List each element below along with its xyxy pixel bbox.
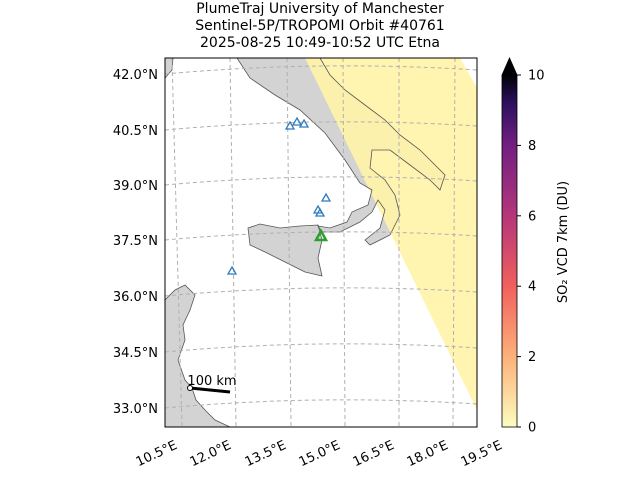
lat-label: 33.0°N — [113, 402, 158, 417]
lon-label: 15.0°E — [297, 438, 343, 470]
map-frame — [164, 57, 478, 428]
colorbar-extend — [501, 57, 518, 76]
colorbar — [501, 74, 518, 428]
lat-label: 37.5°N — [113, 234, 158, 249]
lon-label: 12.0°E — [188, 438, 234, 470]
lat-label: 40.5°N — [113, 124, 158, 139]
lat-label: 39.0°N — [113, 179, 158, 194]
lat-label: 42.0°N — [113, 68, 158, 83]
lon-label: 18.0°E — [405, 438, 451, 470]
lon-label: 19.5°E — [459, 438, 505, 470]
lat-label: 34.5°N — [113, 346, 158, 361]
colorbar-tick-label: 0 — [528, 421, 536, 436]
title-line: PlumeTraj University of Manchester — [196, 1, 444, 17]
colorbar-tick-label: 2 — [528, 350, 536, 365]
title-line: Sentinel-5P/TROPOMI Orbit #40761 — [195, 18, 444, 34]
target-volcano — [313, 228, 329, 242]
so2-swath — [305, 58, 477, 410]
lat-label: 36.0°N — [113, 290, 158, 305]
graticule — [165, 58, 477, 427]
lon-label: 10.5°E — [134, 438, 180, 470]
colorbar-tick-label: 8 — [528, 139, 536, 154]
scale-bar-label: 100 km — [187, 374, 236, 389]
colorbar-tick-label: 10 — [528, 69, 545, 84]
scale-bar — [189, 386, 231, 394]
colorbar-tick-label: 4 — [528, 280, 536, 295]
title-line: 2025-08-25 10:49-10:52 UTC Etna — [200, 35, 440, 51]
scale-bar-end — [187, 385, 193, 391]
colorbar-label: SO₂ VCD 7km (DU) — [556, 181, 571, 303]
lon-label: 16.5°E — [351, 438, 397, 470]
lon-label: 13.5°E — [243, 438, 289, 470]
map-area: 100 km — [165, 58, 477, 427]
colorbar-tick-label: 6 — [528, 209, 536, 224]
volcano-markers — [226, 116, 332, 275]
